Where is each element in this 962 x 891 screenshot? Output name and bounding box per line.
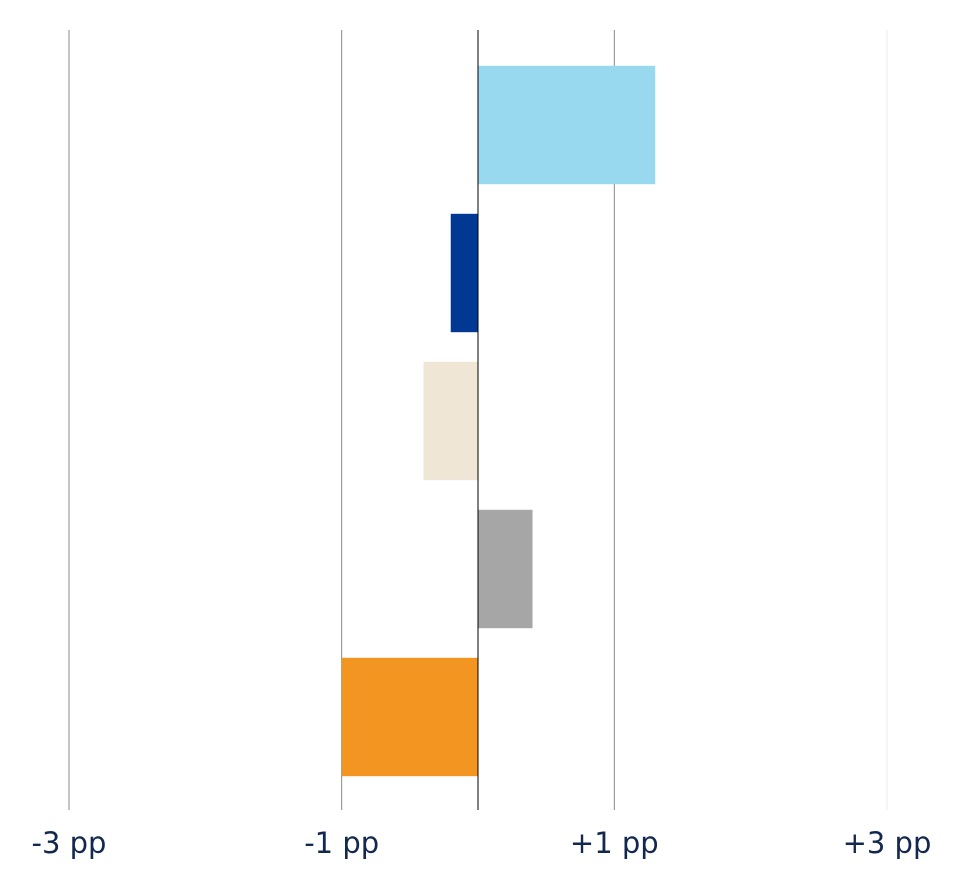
bar (423, 361, 478, 481)
bar (478, 509, 533, 629)
bar (478, 65, 656, 185)
x-tick-label: +3 pp (843, 826, 932, 860)
bar (341, 657, 478, 777)
bar (450, 213, 478, 333)
x-tick-label: -1 pp (304, 826, 379, 860)
x-tick-label: -3 pp (32, 826, 107, 860)
x-tick-label: +1 pp (570, 826, 659, 860)
